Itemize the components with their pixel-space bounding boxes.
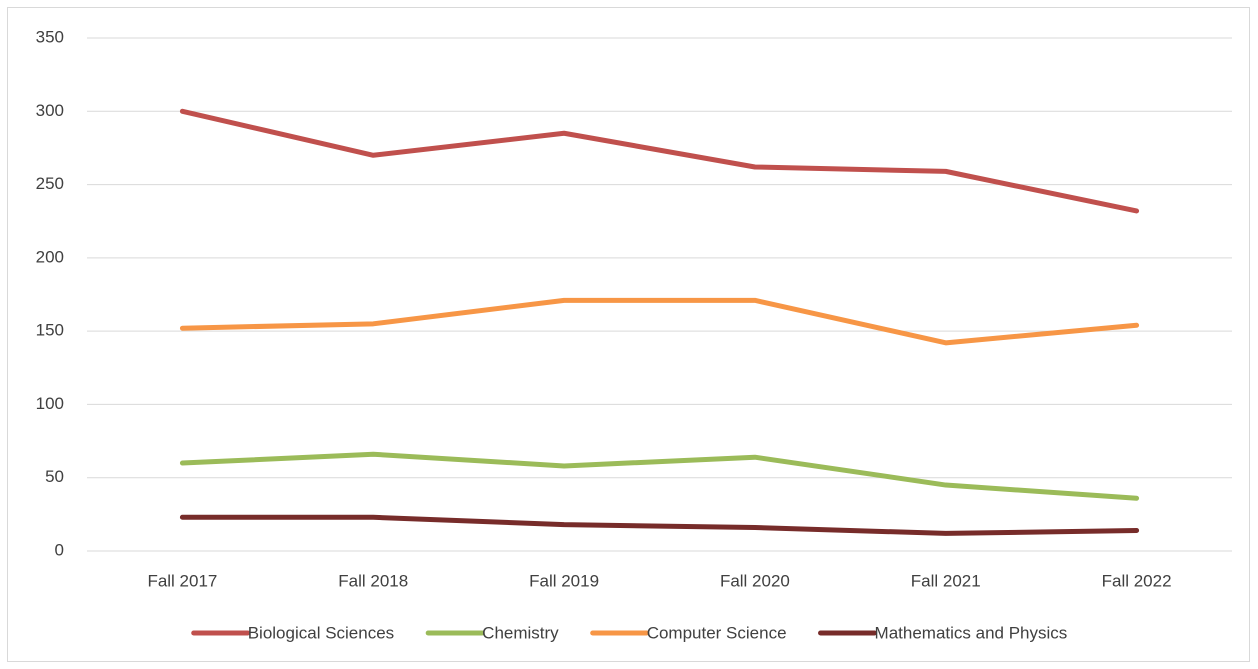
x-tick-label: Fall 2018 — [338, 571, 408, 590]
y-tick-label: 150 — [36, 321, 64, 340]
x-tick-label: Fall 2019 — [529, 571, 599, 590]
y-tick-label: 50 — [45, 467, 64, 486]
legend-label: Mathematics and Physics — [875, 623, 1068, 642]
y-tick-label: 0 — [55, 540, 64, 559]
series-line — [179, 451, 1140, 501]
x-tick-label: Fall 2020 — [720, 571, 790, 590]
x-tick-label: Fall 2022 — [1102, 571, 1172, 590]
y-tick-label: 100 — [36, 394, 64, 413]
series-line — [179, 297, 1140, 346]
y-tick-label: 300 — [36, 101, 64, 120]
y-tick-label: 200 — [36, 247, 64, 266]
series-line — [179, 108, 1140, 214]
legend-label: Chemistry — [482, 623, 559, 642]
series-line — [179, 514, 1140, 536]
y-tick-label: 250 — [36, 174, 64, 193]
legend-label: Computer Science — [647, 623, 787, 642]
x-tick-label: Fall 2017 — [147, 571, 217, 590]
legend-label: Biological Sciences — [248, 623, 394, 642]
x-tick-label: Fall 2021 — [911, 571, 981, 590]
y-tick-label: 350 — [36, 27, 64, 46]
